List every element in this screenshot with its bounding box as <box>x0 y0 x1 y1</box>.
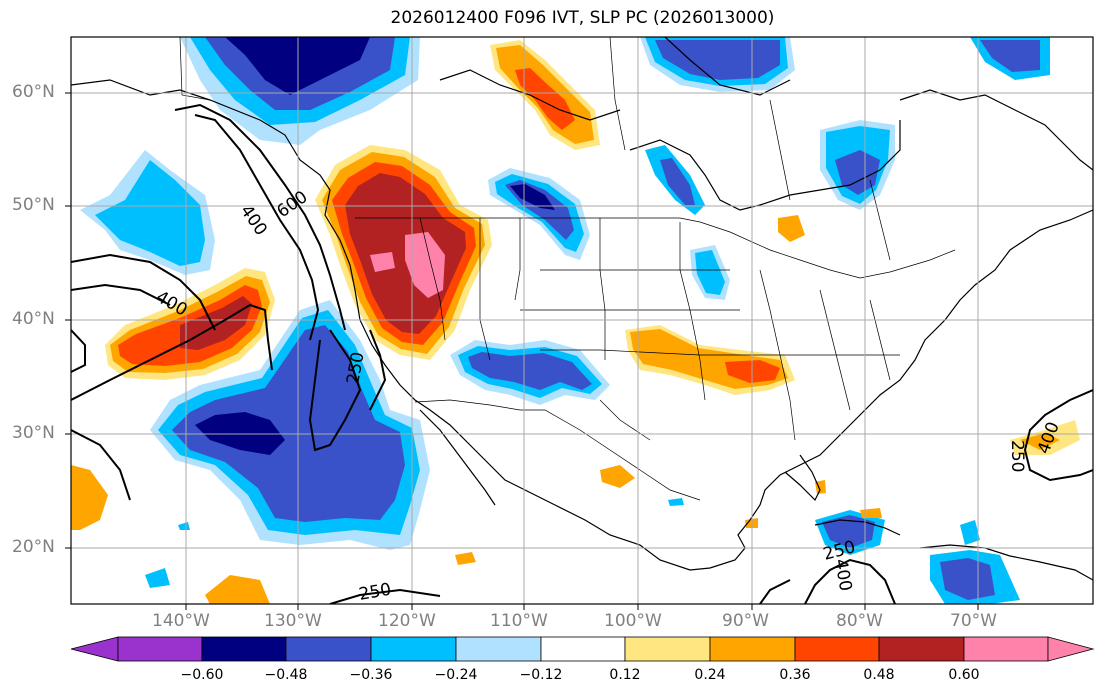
colorbar-max-extension <box>1047 636 1095 662</box>
colorbar-label: 0.48 <box>863 667 895 683</box>
anomaly-ne-corner-strong <box>980 40 1040 72</box>
colorbar-segment <box>117 636 203 662</box>
anomaly-hudson-strong <box>655 40 780 80</box>
colorbar <box>70 636 1095 662</box>
colorbar-segment <box>201 636 287 662</box>
lon-label-110w: 110°W <box>490 611 548 631</box>
colorbar-segment <box>963 636 1049 662</box>
anomaly-pacific-nw-mid <box>95 160 205 266</box>
colorbar-label: −0.36 <box>349 667 393 683</box>
colorbar-label: −0.48 <box>264 667 308 683</box>
anomaly-pnw-max2 <box>370 252 395 272</box>
map-field: 600 400 400 250 250 400 250 250 400 <box>71 37 1093 605</box>
anomaly-greatlakes-pos <box>778 215 805 242</box>
contour-label: 250 <box>1007 440 1027 472</box>
slp-contours <box>71 103 1093 604</box>
anomaly-south-pos <box>205 575 270 604</box>
anomaly-manitoba-strong <box>660 158 695 205</box>
anomaly-plains-core <box>510 184 555 210</box>
anomaly-caribbean-strong <box>822 515 875 548</box>
anomaly-gulf-pos <box>455 552 476 565</box>
negative-anomaly-regions <box>80 37 1050 604</box>
colorbar-segment <box>878 636 965 662</box>
contour-label: 250 <box>357 580 392 605</box>
colorbar-min-extension <box>70 636 119 662</box>
lon-label-130w: 130°W <box>264 611 322 631</box>
anomaly-pnw-max <box>405 232 445 298</box>
coastlines <box>71 37 1093 581</box>
lat-label-50n: 50°N <box>12 195 55 215</box>
anomaly-greatlakes-mid <box>695 250 725 295</box>
anomaly-carib-east-strong <box>940 558 995 600</box>
colorbar-segment <box>624 636 711 662</box>
anomaly-pacific-small <box>145 568 170 588</box>
lon-label-80w: 80°W <box>836 611 883 631</box>
lon-label-140w: 140°W <box>152 611 210 631</box>
lat-label-60n: 60°N <box>12 82 55 102</box>
colorbar-segment <box>455 636 542 662</box>
anomaly-pacific-sw-strong <box>172 325 405 522</box>
lat-label-40n: 40°N <box>12 309 55 329</box>
anomaly-quebec-strong <box>835 150 880 195</box>
lat-label-20n: 20°N <box>12 537 55 557</box>
anomaly-pacific-west-pos <box>71 465 108 530</box>
anomaly-nunavut-strong <box>515 68 575 130</box>
lon-label-100w: 100°W <box>604 611 662 631</box>
colorbar-segment <box>709 636 796 662</box>
colorbar-segment <box>794 636 880 662</box>
anomaly-mexico-dot <box>668 498 684 506</box>
anomaly-atlantic-pos2 <box>1020 433 1060 450</box>
colorbar-label: −0.12 <box>519 667 563 683</box>
colorbar-label: 0.24 <box>694 667 726 683</box>
colorbar-label: −0.60 <box>180 667 224 683</box>
colorbar-label: 0.12 <box>609 667 641 683</box>
anomaly-carib-small <box>960 520 980 545</box>
colorbar-label: 0.36 <box>779 667 811 683</box>
map-title: 2026012400 F096 IVT, SLP PC (2026013000) <box>390 8 775 28</box>
colorbar-label: 0.60 <box>948 667 980 683</box>
colorbar-segment <box>370 636 457 662</box>
lon-label-120w: 120°W <box>378 611 436 631</box>
colorbar-segment <box>285 636 372 662</box>
political-borders <box>179 37 956 501</box>
tick-marks <box>65 92 979 610</box>
lon-label-90w: 90°W <box>722 611 769 631</box>
gridlines <box>71 37 1093 604</box>
anomaly-pacific-dot <box>178 522 190 530</box>
colorbar-label: −0.24 <box>434 667 478 683</box>
anomaly-mexico-pos <box>600 465 635 488</box>
colorbar-segment <box>540 636 626 662</box>
anomaly-sw-us-strong <box>468 352 592 390</box>
lon-label-70w: 70°W <box>950 611 997 631</box>
lat-label-30n: 30°N <box>12 423 55 443</box>
